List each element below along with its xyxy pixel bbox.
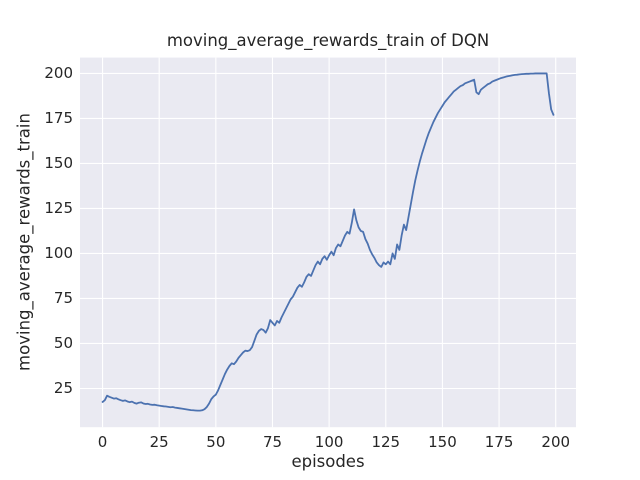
x-tick-label: 175 <box>484 433 514 451</box>
y-tick-label: 25 <box>53 379 73 398</box>
x-tick-label: 125 <box>371 433 401 451</box>
x-tick-label: 25 <box>149 433 169 451</box>
x-tick-label: 75 <box>262 433 283 451</box>
x-tick-label: 150 <box>428 433 457 451</box>
x-tick-label: 50 <box>206 433 226 451</box>
y-tick-label: 100 <box>44 244 73 263</box>
data-line <box>101 72 555 412</box>
x-tick-label: 200 <box>541 433 571 451</box>
x-tick-label: 0 <box>97 433 108 451</box>
y-tick-label: 75 <box>53 289 73 308</box>
plot-background <box>80 57 576 428</box>
y-axis-label: moving_average_rewards_train <box>14 113 34 371</box>
x-tick-label: 100 <box>314 433 344 451</box>
y-tick-label: 125 <box>44 199 73 218</box>
x-axis-label: episodes <box>291 452 365 471</box>
y-tick-label: 50 <box>53 334 73 353</box>
y-tick-label: 175 <box>44 109 73 128</box>
chart-title: moving_average_rewards_train of DQN <box>166 31 490 50</box>
y-tick-label: 200 <box>44 64 73 83</box>
y-tick-label: 150 <box>44 154 73 173</box>
